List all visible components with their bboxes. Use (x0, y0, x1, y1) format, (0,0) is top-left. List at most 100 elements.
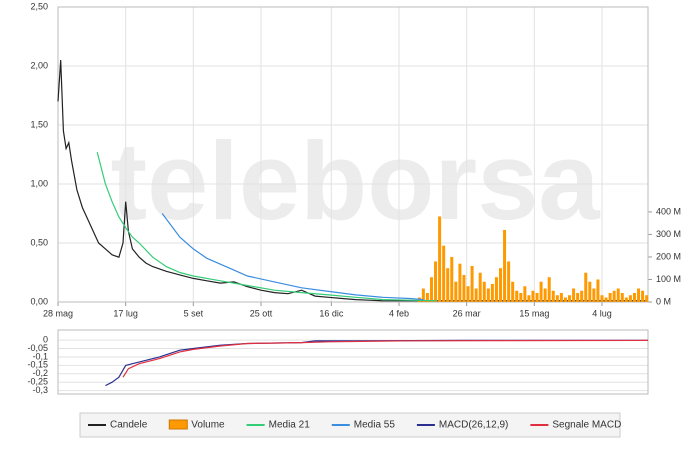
x-tick-label: 16 dic (319, 308, 344, 318)
volume-bar (588, 281, 592, 302)
volume-bar (490, 283, 494, 302)
volume-bar (438, 216, 442, 302)
volume-bar (434, 261, 438, 302)
x-tick-label: 5 set (184, 308, 204, 318)
y-tick-label: 0,00 (30, 296, 48, 306)
volume-bar (425, 292, 429, 302)
x-tick-label: 4 lug (592, 308, 612, 318)
volume-bar (555, 295, 559, 302)
volume-bar (608, 292, 612, 302)
volume-bar (637, 288, 641, 302)
watermark: teleborsa (110, 120, 600, 243)
legend: Candele Volume Media 21 Media 55 MACD(26,12,… (88, 419, 621, 431)
legend-swatch (168, 419, 188, 430)
legend-label: Media 55 (354, 420, 396, 431)
plot-frame (57, 6, 649, 303)
volume-bar (450, 256, 454, 302)
volume-bar (462, 274, 466, 302)
volume-bar (645, 295, 649, 302)
volume-bar (584, 272, 588, 302)
y-tick-label: -0,3 (32, 385, 48, 395)
volume-bar (523, 286, 527, 302)
volume-bar (568, 295, 572, 302)
x-tick-label: 28 mag (43, 308, 73, 318)
volume-bar (503, 229, 507, 302)
volume-bar (543, 288, 547, 302)
y-tick-label: 1,50 (30, 119, 48, 129)
volume-bar (442, 245, 446, 302)
y-tick-label: 1,00 (30, 178, 48, 188)
volume-bar (576, 292, 580, 302)
volume-bar (592, 288, 596, 302)
volume-bar (612, 290, 616, 302)
legend-label: Candele (110, 420, 148, 431)
volume-bar (628, 295, 632, 302)
y-tick-label: 0,50 (30, 237, 48, 247)
volume-bar (559, 292, 563, 302)
volume-bar (572, 288, 576, 302)
volume-bar (482, 281, 486, 302)
volume-bar (515, 290, 519, 302)
y-tick-label: 2,50 (30, 1, 48, 11)
volume-bar (539, 281, 543, 302)
volume-bar (458, 263, 462, 302)
volume-bar (547, 277, 551, 302)
volume-bar (466, 286, 470, 302)
y-tick-label: 0 (43, 334, 48, 344)
y-tick-label: -0,05 (27, 343, 48, 353)
plot-frame (57, 329, 649, 395)
series-line (57, 60, 648, 302)
y-tick-label: -0,15 (27, 360, 48, 370)
volume-bar (454, 281, 458, 302)
y2-tick-label: 300 M (656, 229, 681, 239)
y-tick-label: 2,00 (30, 60, 48, 70)
volume-bar (446, 268, 450, 302)
x-tick-label: 17 lug (113, 308, 138, 318)
volume-bar (511, 281, 515, 302)
x-tick-label: 26 mar (453, 308, 481, 318)
volume-bar (507, 261, 511, 302)
y-tick-label: -0,2 (32, 368, 48, 378)
legend-label: MACD(26,12,9) (439, 420, 508, 431)
volume-bar (563, 297, 567, 302)
volume-bar (494, 277, 498, 302)
volume-bar (641, 290, 645, 302)
legend-label: Volume (191, 420, 225, 431)
volume-bar (596, 279, 600, 302)
volume-bar (535, 292, 539, 302)
volume-bar (624, 297, 628, 302)
series-line (122, 339, 649, 378)
volume-bar (499, 268, 502, 302)
volume-bar (519, 292, 523, 302)
series-line (96, 151, 437, 302)
volume-bar (470, 265, 474, 302)
x-tick-label: 4 feb (389, 308, 409, 318)
volume-bar (551, 290, 555, 302)
y-tick-label: -0,1 (32, 351, 48, 361)
y2-tick-label: 200 M (656, 251, 681, 261)
x-tick-label: 25 ott (250, 308, 273, 318)
volume-bar (531, 290, 535, 302)
y-tick-label: -0,25 (27, 377, 48, 387)
y2-tick-label: 400 M (656, 206, 681, 216)
volume-bar (474, 288, 478, 302)
series-line (161, 213, 424, 301)
volume-bar (620, 292, 624, 302)
legend-label: Segnale MACD (552, 420, 621, 431)
y2-tick-label: 100 M (656, 274, 681, 284)
volume-bar (527, 295, 531, 302)
volume-bar (421, 288, 425, 302)
volume-bar (478, 272, 482, 302)
volume-bar (604, 297, 608, 302)
volume-bar (486, 288, 490, 302)
volume-bar (600, 295, 604, 302)
y2-tick-label: 0 M (656, 296, 671, 306)
x-tick-label: 15 mag (519, 308, 549, 318)
volume-bar (632, 292, 636, 302)
volume-bar (429, 277, 433, 302)
volume-bar (616, 288, 620, 302)
volume-bar (580, 290, 584, 302)
legend-label: Media 21 (269, 420, 311, 431)
